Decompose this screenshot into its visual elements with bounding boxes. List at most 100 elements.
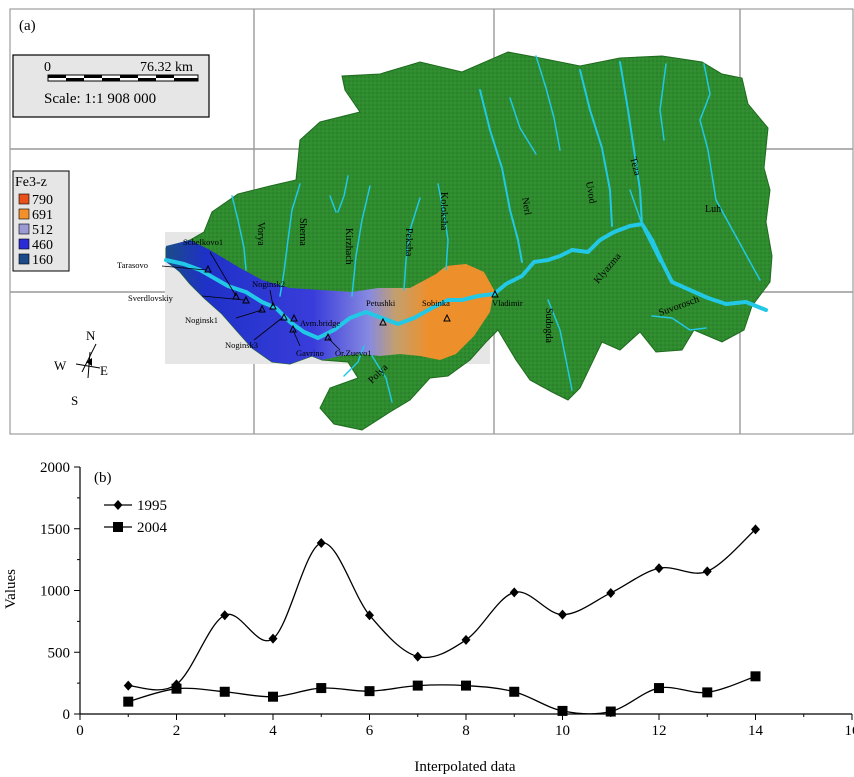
point-2004-3 [219,686,230,697]
legend-label-512: 512 [32,223,53,238]
station-marker-noginsk1 [258,304,266,313]
point-1995-13 [702,566,712,577]
x-tick-label-14: 14 [748,723,764,739]
point-1995-7 [413,651,423,662]
station-marker-noginsk2 [269,301,277,310]
river-label-koloksha: Koloksha [438,192,449,231]
river-label-vorya: Vorya [255,222,266,246]
point-2004-4 [268,691,278,702]
point-2004-5 [316,683,327,694]
y-tick-label-0: 0 [63,707,71,723]
station-label-gavrino: Gavrino [296,348,324,358]
station-label-vladimir: Vladimir [492,298,523,308]
point-2004-8 [461,680,471,691]
station-marker-gavrino [289,324,297,333]
station-marker-or-zuevo1 [324,332,332,341]
legend-label-1995: 1995 [137,498,167,514]
x-tick-label-8: 8 [462,723,470,739]
point-1995-12 [654,563,664,574]
panel-b-label: (b) [94,470,112,486]
x-tick-label-2: 2 [173,723,181,739]
river-label-sudogda: Sudogda [543,308,554,344]
river-label-uvod: Uvod [583,181,598,205]
point-1995-11 [606,587,616,598]
scale-distance: 76.32 km [140,60,193,75]
station-label-or-zuevo1: Or.Zuevo1 [335,348,372,358]
legend-label-160: 160 [32,253,53,268]
point-2004-2 [171,683,182,694]
station-label-petushki: Petushki [366,298,396,308]
station-leader-lines [161,251,341,351]
station-marker-sverdlovskiy [242,295,250,304]
river-label-peksha: Peksha [403,228,414,257]
compass-w: W [54,358,67,373]
legend-label-2004: 2004 [137,520,168,536]
x-tick-label-16: 16 [845,723,854,739]
legend-title: Fe3-z [15,175,47,190]
river-label-nerl: Nerl [519,197,533,217]
legend-label-460: 460 [32,238,53,253]
station-marker-noginsk3 [280,312,288,321]
station-label-sverdlovskiy: Sverdlovskiy [128,293,174,303]
legend-label-691: 691 [32,208,53,223]
river-label-luh: Luh [705,204,721,215]
point-2004-11 [605,706,616,717]
legend-marker-2004 [113,522,123,532]
river-label-teza: Teza [627,156,643,177]
point-2004-10 [557,705,568,716]
point-1995-10 [558,609,567,620]
point-2004-12 [654,683,664,694]
legend-swatch-160 [18,253,30,265]
station-marker-vladimir [491,289,499,298]
legend-swatch-790 [18,193,30,205]
river-label-kirzhach: Kirzhach [343,228,354,265]
chart-axes: 0 2 4 6 8 10 12 14 16 0 500 1000 1500 2000 [40,460,854,739]
scale-zero: 0 [44,60,51,75]
point-1995-8 [461,634,471,645]
point-1995-4 [268,633,278,644]
series-line-1995 [128,528,756,691]
x-axis-label: Interpolated data [414,759,516,775]
legend-marker-1995 [113,500,123,510]
point-1995-14 [751,524,760,535]
compass-icon: N S W E [54,328,108,408]
chart-panel: 0 2 4 6 8 10 12 14 16 0 500 1000 1500 2000 (b) Interp… [3,460,854,775]
legend-swatch-512 [18,223,30,235]
point-2004-1 [123,696,134,707]
y-tick-label-2000: 2000 [40,460,70,476]
station-marker-avm-bridge [290,313,298,322]
x-tick-label-6: 6 [366,723,374,739]
y-tick-label-1000: 1000 [40,584,70,600]
x-tick-label-4: 4 [269,723,277,739]
compass-e: E [100,363,108,378]
station-marker-petushki [379,317,387,326]
contamination-zone [166,240,494,364]
station-marker-sobinka [443,313,451,322]
scale-bar: 0 76.32 km Scale: 1:1 908 000 [12,54,210,118]
station-label-noginsk1: Noginsk1 [185,315,218,325]
station-label-avm-bridge: Avm.bridge [300,318,340,328]
station-label-noginsk2: Noginsk2 [252,279,285,289]
station-labels: Tarasovo Schelkovo1 Sverdlovskiy Noginsk… [117,237,523,358]
x-tick-label-10: 10 [555,723,570,739]
river-label-sherna: Sherna [297,218,308,246]
legend-swatch-691 [18,208,30,220]
y-tick-label-1500: 1500 [40,522,70,538]
point-1995-6 [365,610,374,621]
station-label-schelkovo1: Schelkovo1 [183,237,223,247]
point-2004-7 [412,680,423,691]
panel-a-label: (a) [19,18,36,34]
station-label-noginsk3: Noginsk3 [225,340,258,350]
compass-s: S [71,393,78,408]
point-2004-6 [364,686,375,697]
point-2004-13 [702,687,713,698]
station-label-tarasovo: Tarasovo [117,260,148,270]
point-2004-14 [750,671,761,682]
chart-legend: 1995 2004 [104,498,168,536]
station-label-sobinka: Sobinka [422,298,450,308]
legend-swatch-460 [18,238,30,250]
scale-text: Scale: 1:1 908 000 [44,91,156,107]
